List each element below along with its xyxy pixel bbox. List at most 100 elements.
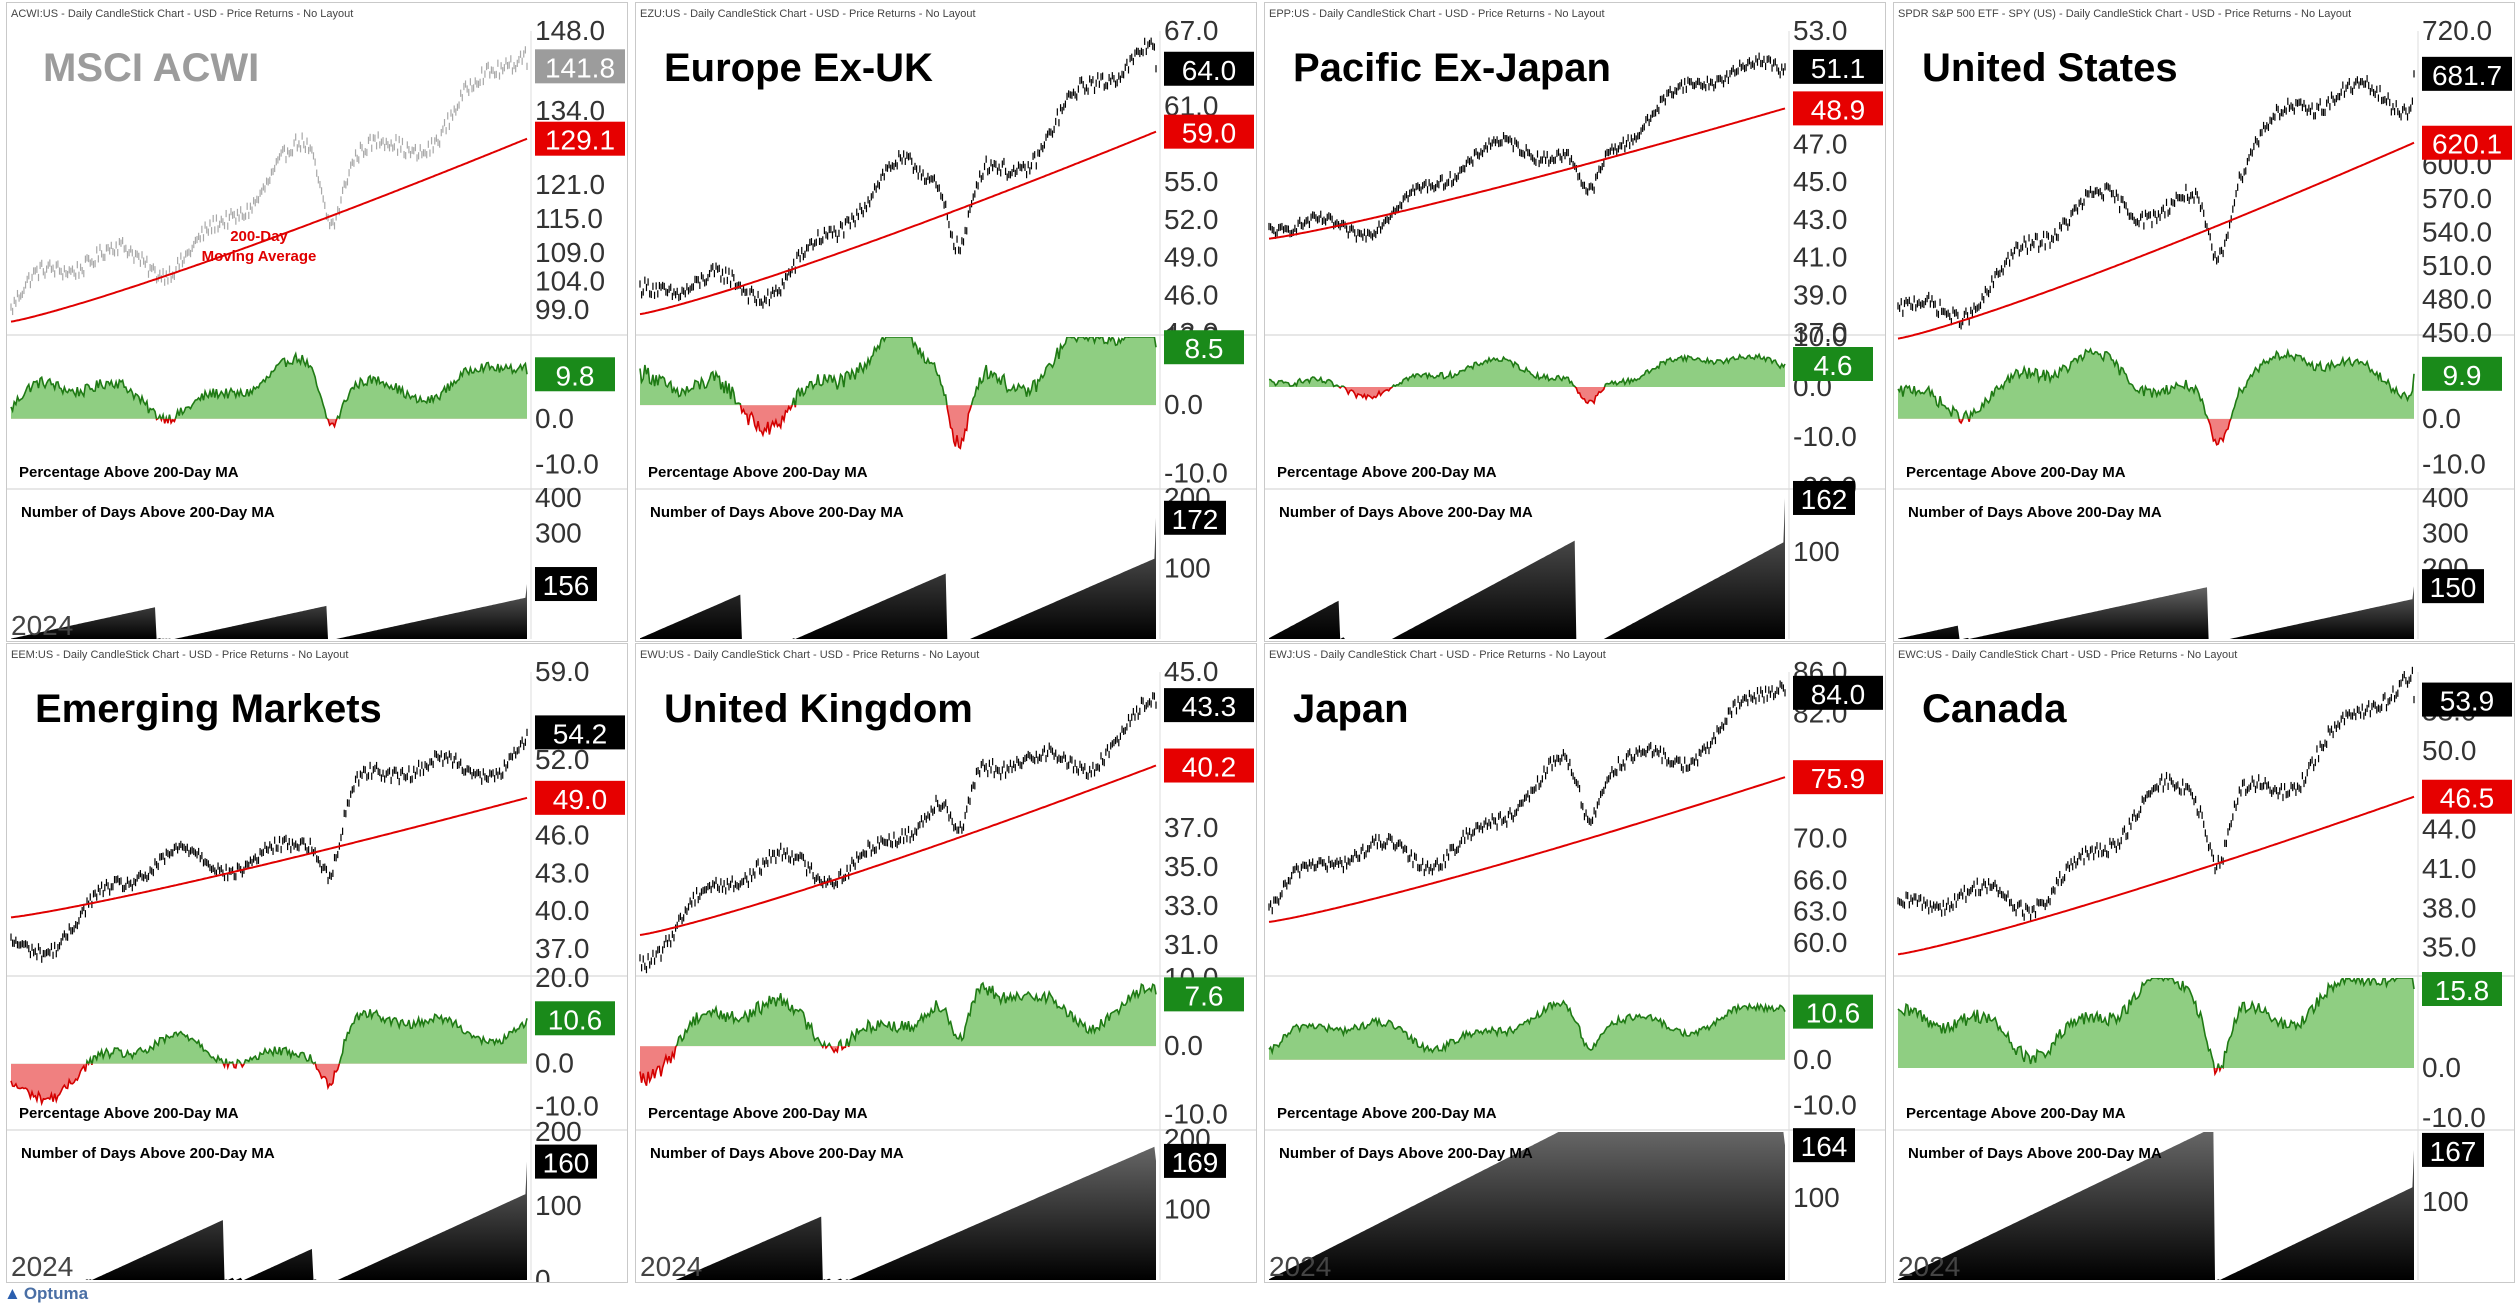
chart-panel[interactable]: SPDR S&P 500 ETF - SPY (US) - Daily Cand… xyxy=(1893,2,2515,642)
pct-tick-label: 0.0 xyxy=(535,403,574,434)
pct-value-label: 4.6 xyxy=(1814,350,1853,381)
last-price-badge xyxy=(535,49,625,84)
ma-value-badge xyxy=(2422,779,2512,814)
last-price-badge xyxy=(2422,56,2512,91)
days-tick-label: 100 xyxy=(2422,1186,2469,1217)
chart-panel[interactable]: EWU:US - Daily CandleStick Chart - USD -… xyxy=(635,643,1257,1283)
days-value-label: 160 xyxy=(543,1148,590,1179)
days-tick-label: 100 xyxy=(1164,553,1211,584)
days-pane-label: Number of Days Above 200-Day MA xyxy=(21,1145,275,1162)
pct-positive-area xyxy=(1269,1001,1785,1060)
price-tick-label: 31.0 xyxy=(1164,929,1219,960)
pct-value-badge xyxy=(1164,977,1244,1012)
price-tick-label: 570.0 xyxy=(2422,183,2492,214)
last-price-label: 681.7 xyxy=(2432,60,2502,91)
price-tick-label: 35.0 xyxy=(1164,851,1219,882)
price-tick-label: 40.0 xyxy=(535,895,590,926)
price-tick-label: 480.0 xyxy=(2422,283,2492,314)
pct-tick-label: -10.0 xyxy=(2422,448,2486,479)
pct-value-badge xyxy=(535,357,615,392)
chart-panel[interactable]: EWC:US - Daily CandleStick Chart - USD -… xyxy=(1893,643,2515,1283)
price-tick-label: 46.0 xyxy=(535,820,590,851)
pct-positive-line xyxy=(1268,352,1786,387)
chart-panel[interactable]: EZU:US - Daily CandleStick Chart - USD -… xyxy=(635,2,1257,642)
price-tick-label: 49.0 xyxy=(1164,242,1219,273)
date-axis-label: 2024 xyxy=(1898,1251,1960,1282)
pct-positive-line xyxy=(1268,999,1786,1056)
days-tick-label: 100 xyxy=(1793,536,1840,567)
chart-panel[interactable]: EPP:US - Daily CandleStick Chart - USD -… xyxy=(1264,2,1886,642)
days-value-label: 156 xyxy=(543,570,590,601)
days-value-label: 162 xyxy=(1801,484,1848,515)
price-tick-label: 148.0 xyxy=(535,15,605,46)
pct-tick-label: -10.0 xyxy=(535,448,599,479)
date-axis-label: 2024 xyxy=(11,610,73,641)
days-value-badge xyxy=(2422,569,2484,604)
pct-tick-label: 20.0 xyxy=(535,962,590,993)
chart-title: United Kingdom xyxy=(664,687,973,731)
chart-title: Pacific Ex-Japan xyxy=(1293,46,1611,90)
days-value-label: 167 xyxy=(2430,1136,2477,1167)
pct-tick-label: 10.0 xyxy=(1793,321,1848,352)
ma-value-badge xyxy=(1164,748,1254,783)
ma-value-label: 49.0 xyxy=(553,784,608,815)
chart-header: SPDR S&P 500 ETF - SPY (US) - Daily Cand… xyxy=(1898,8,2351,20)
pct-positive-line xyxy=(675,981,1157,1047)
chart-panel[interactable]: ACWI:US - Daily CandleStick Chart - USD … xyxy=(6,2,628,642)
pct-negative-area xyxy=(1269,387,1785,404)
price-tick-label: 104.0 xyxy=(535,266,605,297)
ma-value-label: 40.2 xyxy=(1182,752,1237,783)
price-tick-label: 46.0 xyxy=(1164,279,1219,310)
price-candles xyxy=(10,46,528,316)
pct-tick-label: -10.0 xyxy=(2422,1102,2486,1133)
days-tick-label: 400 xyxy=(2422,482,2469,513)
chart-header: EWC:US - Daily CandleStick Chart - USD -… xyxy=(1898,649,2237,661)
last-price-label: 64.0 xyxy=(1182,55,1237,86)
last-price-label: 53.9 xyxy=(2440,686,2495,717)
last-price-badge xyxy=(1793,675,1883,710)
days-tick-label: 100 xyxy=(1164,1194,1211,1225)
last-price-badge xyxy=(1164,688,1254,723)
moving-average-line xyxy=(1897,141,2415,340)
price-candles xyxy=(1897,666,2415,922)
pct-negative-line xyxy=(1296,387,1606,406)
days-value-badge xyxy=(535,567,597,602)
chart-title: United States xyxy=(1922,46,2178,90)
price-tick-label: 43.0 xyxy=(1793,204,1848,235)
price-tick-label: 66.0 xyxy=(1793,864,1848,895)
days-value-badge xyxy=(1793,480,1855,515)
chart-header: EWU:US - Daily CandleStick Chart - USD -… xyxy=(640,649,979,661)
pct-tick-label: -10.0 xyxy=(1793,1089,1857,1120)
price-tick-label: 50.0 xyxy=(2422,735,2477,766)
pct-pane-label: Percentage Above 200-Day MA xyxy=(648,1105,868,1122)
moving-average-line xyxy=(10,796,528,919)
price-tick-label: 109.0 xyxy=(535,237,605,268)
optuma-logo: ▲ Optuma xyxy=(4,1284,88,1304)
chart-svg: ACWI:US - Daily CandleStick Chart - USD … xyxy=(7,8,627,641)
last-price-label: 51.1 xyxy=(1811,53,1866,84)
price-tick-label: 44.0 xyxy=(2422,814,2477,845)
chart-title: Canada xyxy=(1922,687,2067,731)
chart-panel[interactable]: EWJ:US - Daily CandleStick Chart - USD -… xyxy=(1264,643,1886,1283)
chart-svg: EWJ:US - Daily CandleStick Chart - USD -… xyxy=(1265,649,1885,1282)
moving-average-line xyxy=(639,764,1157,936)
chart-title: MSCI ACWI xyxy=(43,46,259,90)
pct-positive-line xyxy=(10,351,528,419)
price-candles xyxy=(1268,680,1786,915)
moving-average-line xyxy=(10,137,528,323)
price-tick-label: 47.0 xyxy=(1793,128,1848,159)
days-value-badge xyxy=(1793,1128,1855,1163)
chart-panel[interactable]: EEM:US - Daily CandleStick Chart - USD -… xyxy=(6,643,628,1283)
price-candles xyxy=(1268,52,1786,243)
pct-positive-area xyxy=(1269,354,1785,387)
last-price-badge xyxy=(1164,51,1254,86)
days-pane-label: Number of Days Above 200-Day MA xyxy=(1908,504,2162,521)
chart-header: EEM:US - Daily CandleStick Chart - USD -… xyxy=(11,649,348,661)
days-value-badge xyxy=(2422,1132,2484,1167)
moving-average-line xyxy=(1268,776,1786,923)
pct-pane-label: Percentage Above 200-Day MA xyxy=(1277,464,1497,481)
price-candles xyxy=(639,37,1157,309)
ma-value-badge xyxy=(2422,125,2512,160)
pct-value-label: 15.8 xyxy=(2435,975,2490,1006)
price-tick-label: 45.0 xyxy=(1164,656,1219,687)
